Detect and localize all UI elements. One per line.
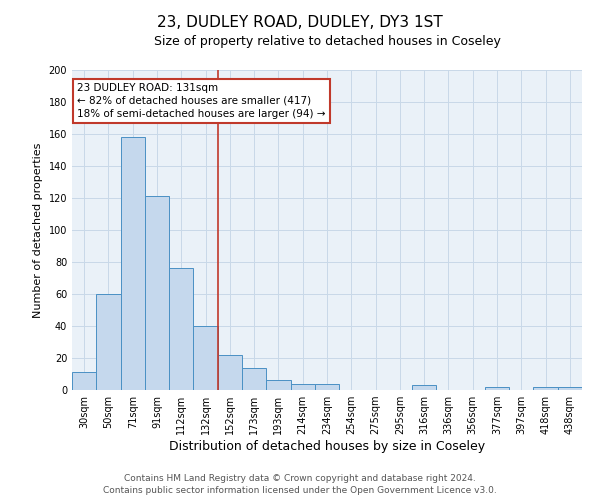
Bar	[242, 368, 266, 390]
Bar	[266, 380, 290, 390]
Bar	[218, 355, 242, 390]
Bar	[169, 268, 193, 390]
Y-axis label: Number of detached properties: Number of detached properties	[33, 142, 43, 318]
Bar	[72, 372, 96, 390]
Bar	[558, 387, 582, 390]
Bar	[290, 384, 315, 390]
Text: Contains HM Land Registry data © Crown copyright and database right 2024.
Contai: Contains HM Land Registry data © Crown c…	[103, 474, 497, 495]
Bar	[315, 384, 339, 390]
Bar	[485, 387, 509, 390]
Bar	[533, 387, 558, 390]
Bar	[145, 196, 169, 390]
Bar	[121, 137, 145, 390]
Bar	[412, 385, 436, 390]
Bar	[193, 326, 218, 390]
Bar	[96, 294, 121, 390]
Text: 23 DUDLEY ROAD: 131sqm
← 82% of detached houses are smaller (417)
18% of semi-de: 23 DUDLEY ROAD: 131sqm ← 82% of detached…	[77, 83, 325, 119]
Text: 23, DUDLEY ROAD, DUDLEY, DY3 1ST: 23, DUDLEY ROAD, DUDLEY, DY3 1ST	[157, 15, 443, 30]
X-axis label: Distribution of detached houses by size in Coseley: Distribution of detached houses by size …	[169, 440, 485, 453]
Title: Size of property relative to detached houses in Coseley: Size of property relative to detached ho…	[154, 35, 500, 48]
